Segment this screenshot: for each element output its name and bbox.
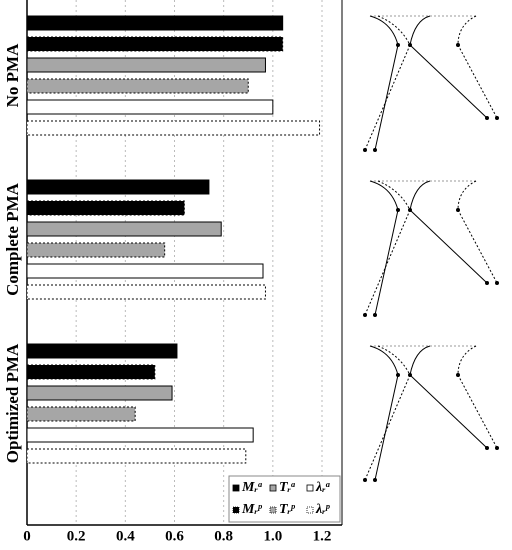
posture-figure [362, 345, 500, 483]
legend-label: Mᵣᵃ [241, 480, 263, 495]
legend-label: Tᵣᵖ [279, 502, 296, 517]
x-tick-label: 0.2 [67, 528, 86, 544]
x-tick-label: 0.4 [116, 528, 135, 544]
legend-swatch [269, 484, 277, 492]
legend-label: λᵣᵖ [315, 502, 330, 517]
bar [26, 263, 264, 279]
bar [26, 284, 266, 300]
bar [26, 120, 321, 136]
legend-label: Mᵣᵖ [241, 502, 263, 517]
posture-figure [362, 180, 500, 318]
posture-figure [362, 15, 500, 153]
bar [26, 242, 166, 258]
bar [26, 57, 266, 73]
legend-swatch [306, 506, 314, 514]
bar [26, 78, 249, 94]
legend-label: Tᵣᵃ [279, 480, 296, 495]
x-tick-label: 0 [23, 528, 31, 544]
legend-label: λᵣᵃ [315, 480, 330, 495]
x-tick-label: 0.6 [165, 528, 184, 544]
bar [26, 385, 173, 401]
bar [26, 364, 156, 380]
bar [26, 448, 247, 464]
group-label: Optimized PMA [3, 343, 22, 463]
x-tick-label: 1.2 [313, 528, 332, 544]
bar [26, 406, 136, 422]
bar [26, 200, 185, 216]
bar [26, 427, 254, 443]
bar [26, 15, 284, 31]
legend-swatch [232, 506, 240, 514]
x-tick-label: 1.0 [263, 528, 282, 544]
legend-swatch [269, 506, 277, 514]
bar [26, 36, 284, 52]
x-tick-label: 0.8 [214, 528, 233, 544]
bar [26, 343, 178, 359]
bar [26, 99, 274, 115]
legend-swatch [232, 484, 240, 492]
bar [26, 179, 210, 195]
group-label: No PMA [3, 43, 22, 107]
group-label: Complete PMA [3, 182, 22, 296]
bar [26, 221, 222, 237]
legend-box [228, 475, 341, 523]
legend-swatch [306, 484, 314, 492]
